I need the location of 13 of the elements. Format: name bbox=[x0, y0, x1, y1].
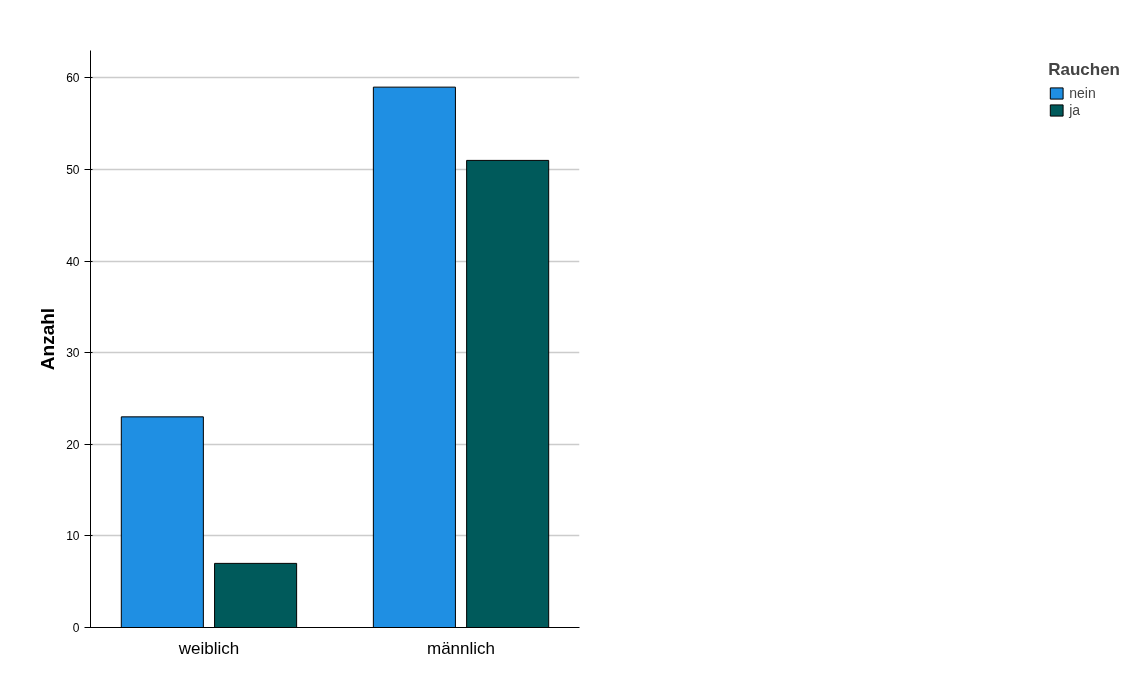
y-tick-label: 0 bbox=[72, 621, 80, 635]
y-tick-label: 50 bbox=[66, 163, 80, 178]
y-axis-title: Anzahl bbox=[37, 307, 59, 371]
x-tick-label: männlich bbox=[427, 638, 496, 658]
y-tick-label: 10 bbox=[66, 529, 80, 544]
y-tick-label: 60 bbox=[66, 71, 80, 86]
y-tick-label: 30 bbox=[66, 346, 80, 361]
legend-title: Rauchen bbox=[1048, 60, 1120, 80]
legend-label: ja bbox=[1069, 102, 1082, 118]
x-tick-label: weiblich bbox=[177, 638, 240, 658]
y-tick-label: 20 bbox=[66, 437, 80, 452]
legend-label: nein bbox=[1069, 85, 1096, 101]
y-tick-label: 40 bbox=[66, 254, 80, 269]
